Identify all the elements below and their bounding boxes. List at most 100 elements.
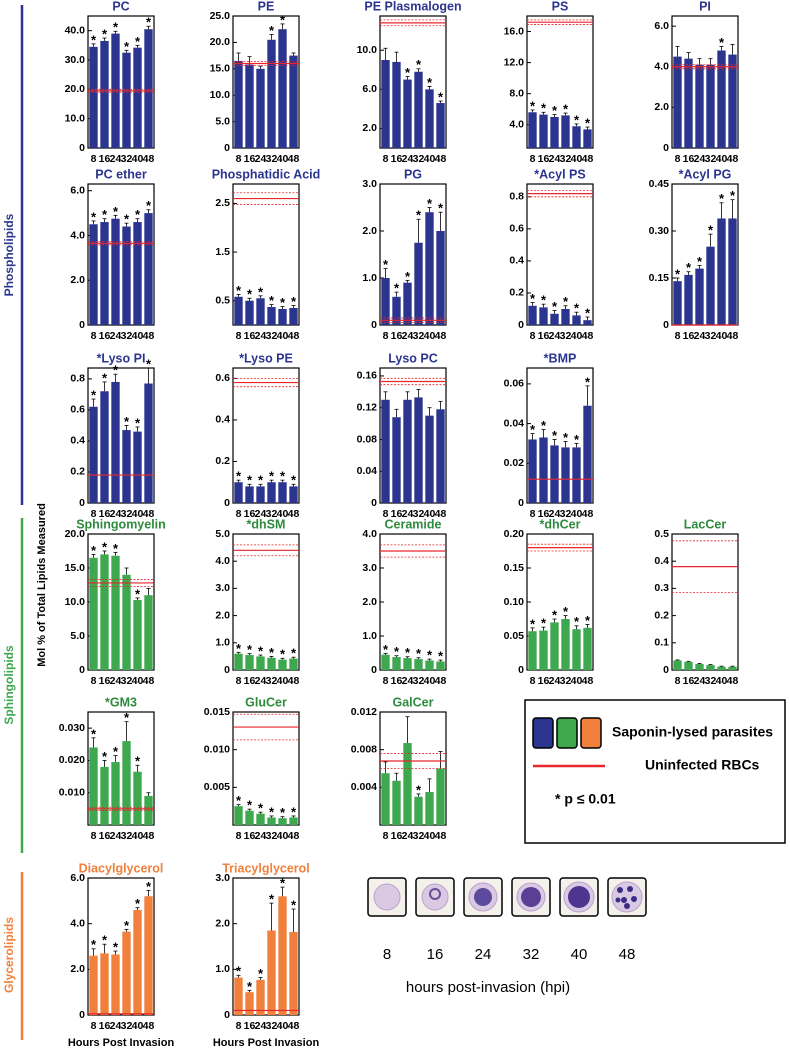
plot-frame [232, 367, 300, 504]
x-tick-label: 48 [288, 675, 300, 687]
plot-frame [232, 15, 300, 149]
x-tick-label: 40 [277, 1020, 289, 1032]
y-tick-label: 0.4 [509, 255, 524, 267]
x-tick-label: 24 [694, 153, 706, 165]
bar [245, 64, 254, 148]
y-tick-label: 3.0 [215, 872, 230, 884]
y-tick-label: 3.0 [362, 562, 377, 574]
significance-star: * [291, 294, 297, 309]
x-tick-label: 24 [110, 153, 122, 165]
significance-star: * [91, 937, 97, 952]
significance-star: * [146, 198, 152, 213]
significance-star: * [416, 646, 422, 661]
bar [267, 39, 276, 149]
x-tick-label: 40 [132, 153, 144, 165]
bar [425, 660, 434, 670]
legend-swatch [580, 717, 602, 749]
y-tick-label: 2.0 [215, 609, 230, 621]
x-tick-label: 48 [435, 508, 447, 520]
significance-star: * [383, 642, 389, 657]
x-tick-label: 24 [110, 330, 122, 342]
legend-swatch [532, 717, 554, 749]
bar [100, 391, 109, 503]
significance-star: * [438, 201, 444, 216]
significance-star: * [258, 284, 264, 299]
bar [436, 409, 445, 503]
legend-note: * p ≤ 0.01 [555, 791, 616, 807]
x-tick-label: 8 [91, 330, 97, 342]
y-tick-label: 4.0 [70, 229, 85, 241]
significance-star: * [280, 647, 286, 662]
bar [144, 896, 153, 1015]
chart-title: PC ether [95, 167, 147, 181]
x-tick-label: 40 [424, 675, 436, 687]
y-tick-label: 0 [79, 142, 85, 154]
x-tick-label: 32 [560, 675, 572, 687]
significance-star: * [102, 539, 108, 554]
significance-star: * [719, 191, 725, 206]
y-tick-label: 0 [224, 142, 230, 154]
significance-star: * [291, 804, 297, 819]
y-tick-label: 12.0 [504, 56, 525, 68]
bar [528, 112, 537, 148]
bar [245, 810, 254, 825]
significance-star: * [686, 260, 692, 275]
significance-star: * [416, 208, 422, 223]
y-tick-label: 4.0 [362, 528, 377, 540]
x-tick-label: 8 [91, 153, 97, 165]
y-tick-label: 25.0 [210, 10, 231, 22]
x-tick-label: 8 [383, 153, 389, 165]
bar [289, 817, 298, 825]
significance-star: * [563, 604, 569, 619]
chart-title: GluCer [245, 695, 287, 709]
x-tick-label: 8 [91, 508, 97, 520]
x-tick-label: 40 [716, 153, 728, 165]
significance-star: * [552, 607, 558, 622]
x-tick-label: 32 [266, 830, 278, 842]
bar [528, 305, 537, 325]
bar [528, 439, 537, 503]
x-tick-label: 24 [402, 330, 414, 342]
x-tick-label: 24 [402, 830, 414, 842]
significance-star: * [563, 101, 569, 116]
significance-star: * [563, 430, 569, 445]
bar [550, 313, 559, 325]
plot-frame [87, 711, 155, 826]
significance-star: * [394, 644, 400, 659]
significance-star: * [269, 23, 275, 38]
x-tick-label: 48 [727, 675, 739, 687]
bar [256, 298, 265, 325]
x-tick-label: 8 [236, 675, 242, 687]
x-tick-label: 8 [236, 830, 242, 842]
bar [122, 430, 131, 503]
x-tick-label: 24 [694, 330, 706, 342]
x-tick-label: 8 [675, 153, 681, 165]
x-tick-label: 40 [571, 675, 583, 687]
significance-star: * [91, 543, 97, 558]
x-tick-label: 8 [383, 330, 389, 342]
stage-label: 24 [475, 946, 492, 963]
y-tick-label: 6.0 [654, 20, 669, 32]
x-tick-label: 32 [560, 508, 572, 520]
x-tick-label: 16 [683, 330, 695, 342]
significance-star: * [102, 26, 108, 41]
bar [550, 445, 559, 503]
x-axis-label: Hours Post Invasion [213, 1037, 320, 1049]
significance-star: * [697, 254, 703, 269]
x-tick-label: 32 [413, 508, 425, 520]
y-tick-label: 2.0 [70, 963, 85, 975]
significance-star: * [135, 586, 141, 601]
x-tick-label: 24 [549, 508, 561, 520]
x-tick-label: 16 [391, 508, 403, 520]
x-tick-label: 16 [391, 330, 403, 342]
significance-star: * [113, 204, 119, 219]
significance-star: * [102, 370, 108, 385]
significance-star: * [291, 646, 297, 661]
x-tick-label: 48 [143, 830, 155, 842]
y-tick-label: 6.0 [70, 184, 85, 196]
y-tick-label: 0 [518, 319, 524, 331]
x-tick-label: 16 [391, 153, 403, 165]
legend-bars: Saponin-lysed parasites [612, 724, 773, 740]
bar [122, 931, 131, 1015]
